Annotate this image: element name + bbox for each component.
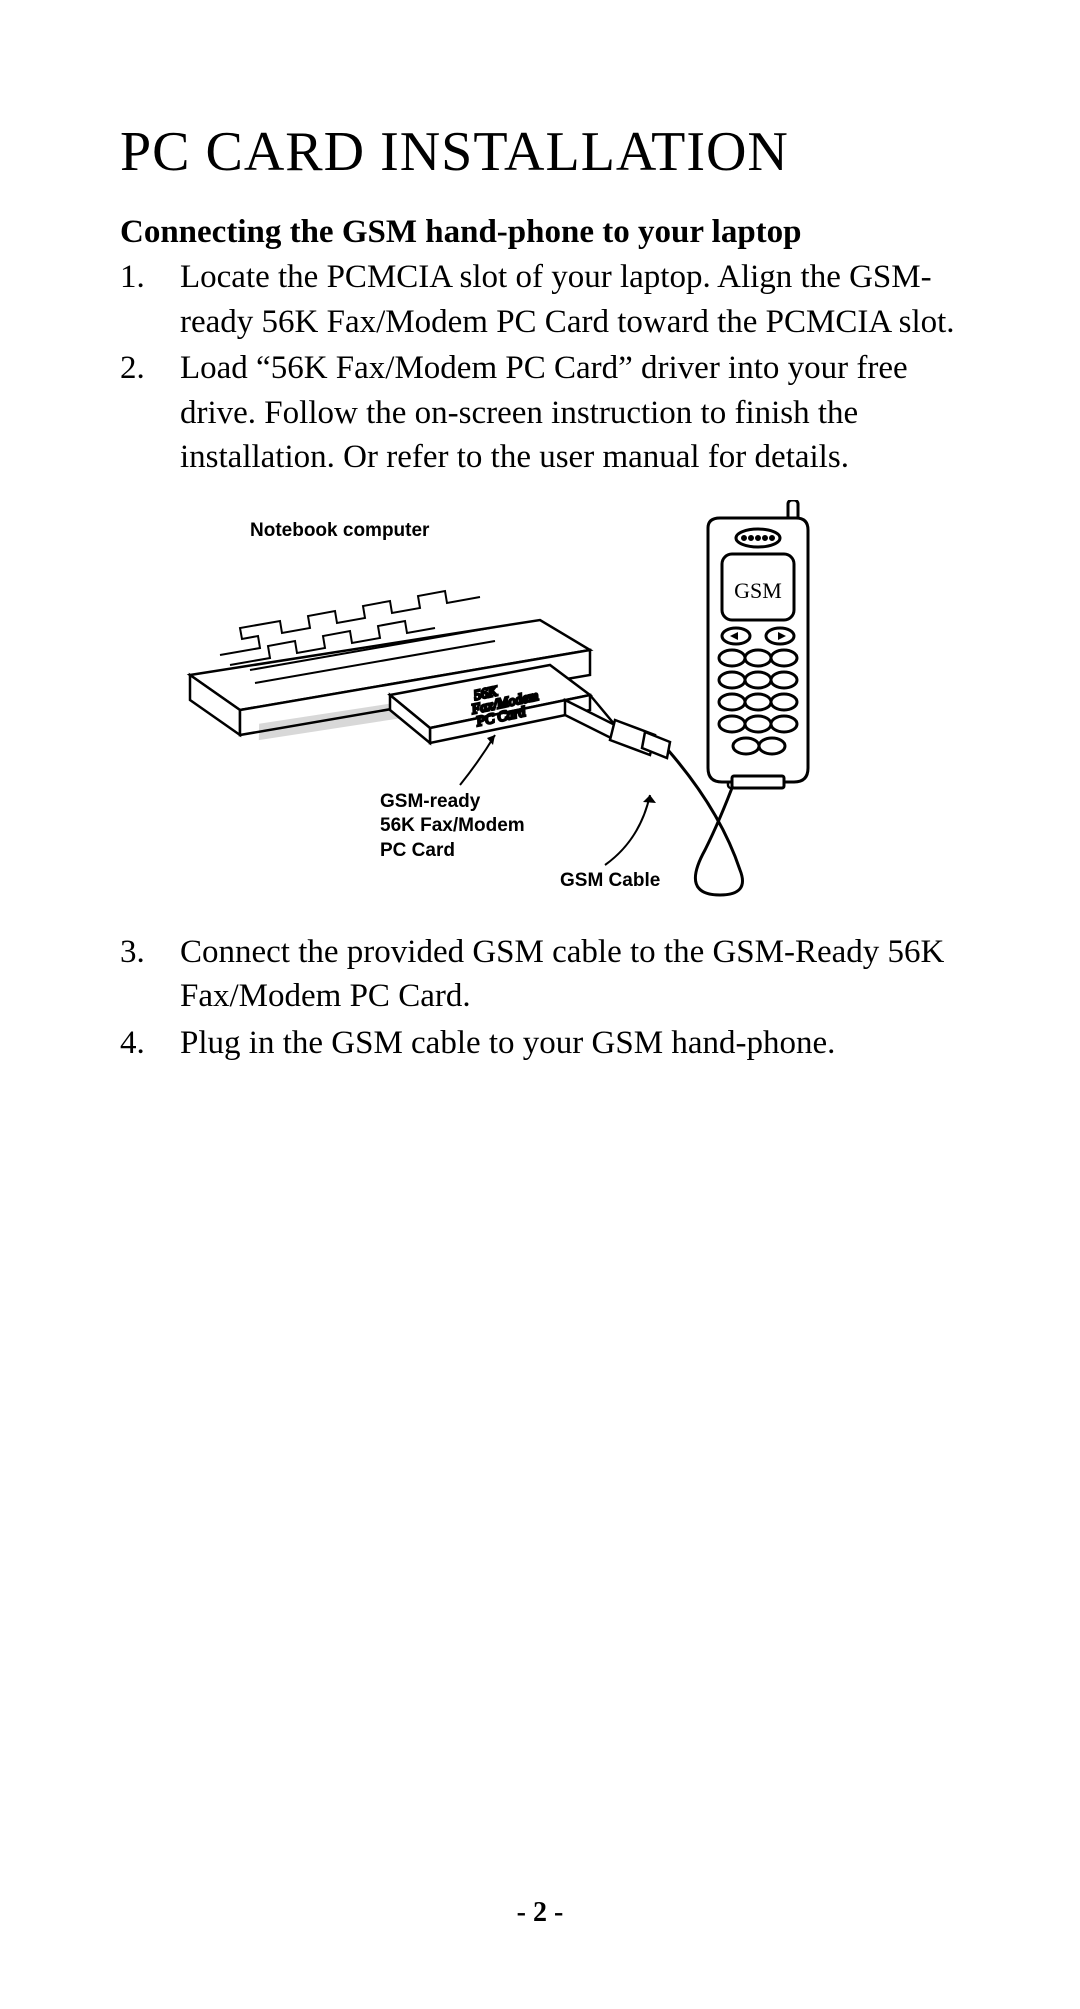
phone-gsm-text: GSM	[734, 578, 782, 603]
arrow-cable	[605, 795, 650, 865]
pccard-label-line3: PC Card	[380, 840, 455, 861]
step-2-text: Load “56K Fax/Modem PC Card” driver into…	[180, 350, 908, 475]
instruction-list-continued: 3. Connect the provided GSM cable to the…	[120, 930, 960, 1066]
diagram-label-cable: GSM Cable	[560, 870, 660, 892]
step-1-text: Locate the PCMCIA slot of your laptop. A…	[180, 259, 955, 340]
page-title: PC CARD INSTALLATION	[120, 120, 960, 184]
installation-diagram: 56K Fax/Modem PC Card	[160, 500, 880, 910]
diagram-label-pccard: GSM-ready 56K Fax/Modem PC Card	[380, 790, 525, 864]
step-4: 4. Plug in the GSM cable to your GSM han…	[120, 1021, 960, 1066]
step-4-number: 4.	[120, 1021, 145, 1066]
page-number: - 2 -	[0, 1897, 1080, 1929]
arrow-pccard	[460, 735, 495, 785]
step-3-number: 3.	[120, 930, 145, 975]
pccard-label-line2: 56K Fax/Modem	[380, 815, 525, 836]
step-1-number: 1.	[120, 255, 145, 300]
gsm-phone-drawing: GSM	[708, 500, 808, 788]
pccard-label-line1: GSM-ready	[380, 791, 480, 812]
step-3: 3. Connect the provided GSM cable to the…	[120, 930, 960, 1019]
section-heading: Connecting the GSM hand-phone to your la…	[120, 214, 960, 251]
diagram-label-notebook: Notebook computer	[250, 520, 429, 542]
step-1: 1. Locate the PCMCIA slot of your laptop…	[120, 255, 960, 344]
step-3-text: Connect the provided GSM cable to the GS…	[180, 934, 944, 1015]
step-2: 2. Load “56K Fax/Modem PC Card” driver i…	[120, 346, 960, 480]
instruction-list: 1. Locate the PCMCIA slot of your laptop…	[120, 255, 960, 480]
step-4-text: Plug in the GSM cable to your GSM hand-p…	[180, 1025, 835, 1061]
step-2-number: 2.	[120, 346, 145, 391]
